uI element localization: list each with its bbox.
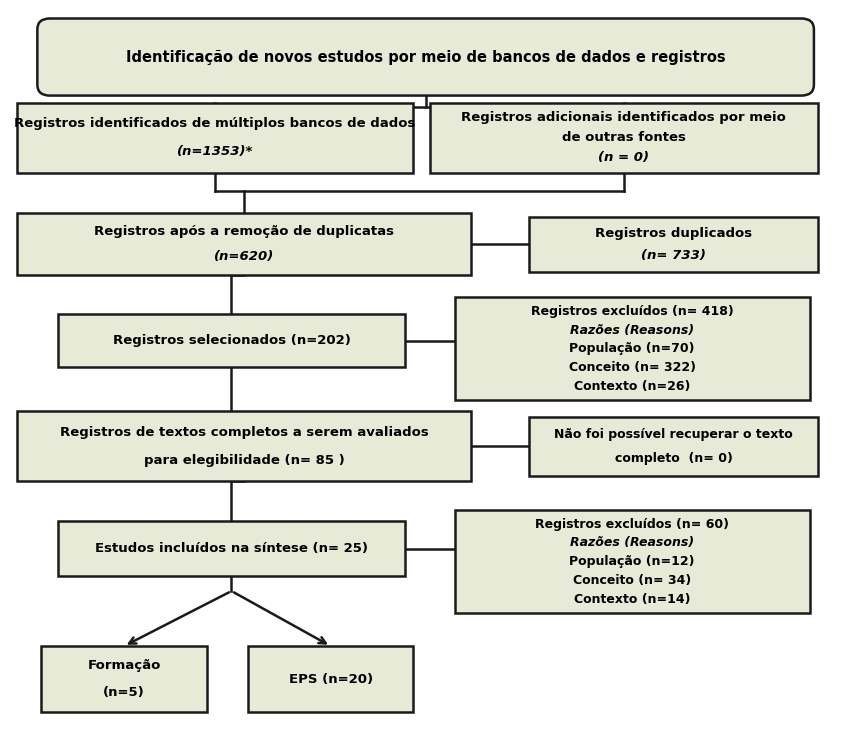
FancyBboxPatch shape (17, 213, 471, 276)
FancyBboxPatch shape (529, 417, 818, 476)
Text: para elegibilidade (n= 85 ): para elegibilidade (n= 85 ) (143, 453, 344, 467)
Text: (n = 0): (n = 0) (599, 151, 649, 164)
FancyBboxPatch shape (41, 646, 207, 712)
Text: Registros selecionados (n=202): Registros selecionados (n=202) (113, 334, 351, 348)
Text: completo  (n= 0): completo (n= 0) (615, 452, 733, 464)
Text: Formação: Formação (88, 659, 161, 673)
FancyBboxPatch shape (529, 216, 818, 272)
Text: EPS (n=20): EPS (n=20) (288, 673, 373, 685)
FancyBboxPatch shape (58, 315, 405, 367)
Text: Não foi possível recuperar o texto: Não foi possível recuperar o texto (554, 428, 793, 441)
Text: (n=620): (n=620) (214, 250, 274, 263)
Text: População (n=70): População (n=70) (569, 342, 695, 355)
FancyBboxPatch shape (430, 103, 818, 173)
Text: Conceito (n= 34): Conceito (n= 34) (573, 574, 691, 587)
Text: Razões (Reasons): Razões (Reasons) (570, 324, 695, 336)
FancyBboxPatch shape (37, 19, 814, 96)
Text: Registros excluídos (n= 418): Registros excluídos (n= 418) (531, 305, 733, 318)
FancyBboxPatch shape (248, 646, 413, 712)
Text: Contexto (n=26): Contexto (n=26) (574, 380, 690, 392)
Text: Contexto (n=14): Contexto (n=14) (574, 592, 690, 605)
Text: (n=5): (n=5) (103, 686, 145, 699)
FancyBboxPatch shape (17, 411, 471, 481)
Text: Razões (Reasons): Razões (Reasons) (570, 536, 695, 550)
Text: de outras fontes: de outras fontes (562, 131, 686, 145)
Text: Registros de textos completos a serem avaliados: Registros de textos completos a serem av… (60, 425, 428, 439)
Text: Conceito (n= 322): Conceito (n= 322) (569, 361, 695, 374)
Text: Registros identificados de múltiplos bancos de dados: Registros identificados de múltiplos ban… (14, 118, 416, 130)
Text: Registros duplicados: Registros duplicados (595, 227, 752, 240)
Text: (n=1353)*: (n=1353)* (177, 145, 253, 158)
Text: Registros adicionais identificados por meio: Registros adicionais identificados por m… (461, 112, 787, 124)
Text: Estudos incluídos na síntese (n= 25): Estudos incluídos na síntese (n= 25) (95, 542, 368, 555)
FancyBboxPatch shape (454, 297, 810, 400)
Text: Registros após a remoção de duplicatas: Registros após a remoção de duplicatas (94, 225, 394, 238)
Text: (n= 733): (n= 733) (641, 249, 706, 261)
Text: População (n=12): População (n=12) (569, 555, 695, 568)
Text: Registros excluídos (n= 60): Registros excluídos (n= 60) (535, 518, 729, 531)
FancyBboxPatch shape (454, 510, 810, 613)
FancyBboxPatch shape (17, 103, 413, 173)
Text: Identificação de novos estudos por meio de bancos de dados e registros: Identificação de novos estudos por meio … (126, 49, 726, 64)
FancyBboxPatch shape (58, 521, 405, 577)
